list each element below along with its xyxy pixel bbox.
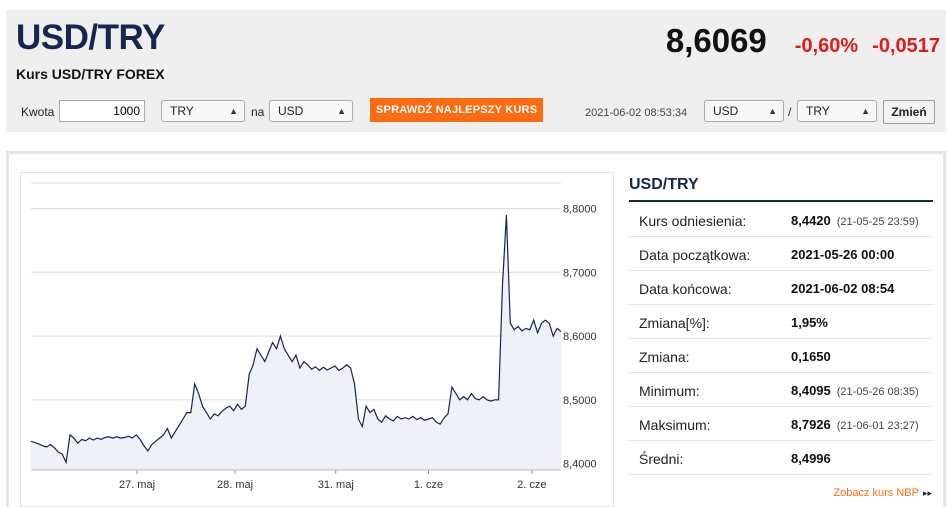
stats-value: 0,1650	[791, 349, 831, 364]
x-tick-label: 2. cze	[517, 479, 546, 491]
from-currency-value: TRY	[170, 104, 194, 118]
x-tick-label: 1. cze	[414, 479, 443, 491]
y-tick-label: 8,5000	[563, 395, 597, 407]
check-best-rate-button[interactable]: SPRAWDŹ NAJLEPSZY KURS	[370, 98, 544, 122]
stats-value-text: 0,1650	[791, 349, 831, 364]
quote-header: USD/TRY Kurs USD/TRY FOREX 8,6069 -0,60%…	[6, 10, 946, 132]
stats-date: (21-05-25 23:59)	[836, 216, 919, 228]
double-arrow-icon: ▸▸	[922, 488, 932, 498]
stats-value: 8,4095 (21-05-26 08:35)	[791, 383, 919, 398]
pair-slash: /	[788, 105, 792, 119]
stats-date: (21-06-01 23:27)	[836, 420, 919, 432]
stats-label: Kurs odniesienia:	[639, 213, 747, 229]
stats-date: (21-05-26 08:35)	[836, 386, 919, 398]
to-currency-value: USD	[278, 104, 304, 118]
change-pair-button[interactable]: Zmień	[883, 100, 935, 124]
stats-row: Data początkowa: 2021-05-26 00:00	[629, 237, 933, 271]
currency-converter: Kwota TRY ▲ na USD ▲ SPRAWDŹ NAJLEPSZY K…	[6, 94, 946, 132]
amount-input[interactable]	[59, 100, 145, 122]
stats-label: Maksimum:	[639, 417, 711, 433]
quote-timestamp: 2021-06-02 08:53:34	[585, 107, 688, 119]
stats-table: Kurs odniesienia: 8,4420 (21-05-25 23:59) D…	[629, 203, 933, 475]
select-arrows-icon: ▲	[768, 106, 777, 116]
current-price: 8,6069	[665, 22, 767, 59]
page-title: USD/TRY	[16, 18, 165, 57]
stats-value-text: 8,4996	[791, 451, 831, 466]
stats-row: Zmiana[%]: 1,95%	[629, 305, 933, 339]
x-tick-label: 28. maj	[217, 479, 253, 491]
stats-row: Maksimum: 8,7926 (21-06-01 23:27)	[629, 407, 933, 441]
y-tick-label: 8,6000	[563, 331, 597, 343]
stats-value: 2021-05-26 00:00	[791, 247, 894, 262]
stats-value: 8,4420 (21-05-25 23:59)	[791, 213, 919, 228]
select-arrows-icon: ▲	[229, 106, 238, 116]
to-currency-select[interactable]: USD ▲	[269, 100, 353, 122]
stats-title: USD/TRY	[629, 176, 699, 193]
series-line	[30, 214, 562, 465]
stats-row: Zmiana: 0,1650	[629, 339, 933, 373]
x-tick-label: 31. maj	[318, 479, 354, 491]
y-tick-label: 8,8000	[563, 204, 597, 216]
stats-value-text: 2021-05-26 00:00	[791, 247, 895, 262]
nbp-rate-link[interactable]: Zobacz kurs NBP ▸▸	[833, 487, 932, 499]
y-tick-label: 8,7000	[563, 267, 597, 279]
pair-base-select[interactable]: USD ▲	[704, 100, 784, 122]
stats-value: 8,4996	[791, 451, 831, 466]
from-currency-select[interactable]: TRY ▲	[161, 100, 245, 122]
select-arrows-icon: ▲	[337, 106, 346, 116]
pair-base-value: USD	[713, 104, 739, 118]
y-tick-label: 8,4000	[563, 459, 597, 471]
stats-divider	[629, 200, 933, 202]
price-chart[interactable]: 8,4000 8,5000 8,6000 8,7000 8,8000 27. maj 28.…	[20, 172, 614, 507]
stats-row: Minimum: 8,4095 (21-05-26 08:35)	[629, 373, 933, 407]
content-panel	[6, 151, 946, 507]
amount-label: Kwota	[21, 105, 55, 119]
stats-value: 2021-06-02 08:54	[791, 281, 894, 296]
change-percent: -0,60%	[794, 35, 859, 57]
stats-value-text: 8,4420	[791, 213, 831, 228]
stats-label: Średni:	[639, 451, 684, 467]
stats-row: Średni: 8,4996	[629, 441, 933, 475]
price-box: 8,6069 -0,60% -0,0517	[666, 22, 940, 60]
pair-quote-select[interactable]: TRY ▲	[797, 100, 877, 122]
stats-value-text: 8,7926	[791, 417, 831, 432]
stats-value-text: 2021-06-02 08:54	[791, 281, 895, 296]
chart-svg: 8,4000 8,5000 8,6000 8,7000 8,8000 27. maj 28.…	[30, 182, 597, 491]
select-arrows-icon: ▲	[861, 106, 870, 116]
stats-row: Kurs odniesienia: 8,4420 (21-05-25 23:59)	[629, 203, 933, 237]
change-absolute: -0,0517	[872, 35, 940, 57]
na-label: na	[251, 105, 265, 119]
stats-row: Data końcowa: 2021-06-02 08:54	[629, 271, 933, 305]
stats-value-text: 8,4095	[791, 383, 831, 398]
stats-label: Zmiana[%]:	[639, 315, 710, 331]
stats-label: Minimum:	[639, 383, 700, 399]
stats-value-text: 1,95%	[791, 315, 828, 330]
stats-label: Zmiana:	[639, 349, 690, 365]
stats-value: 8,7926 (21-06-01 23:27)	[791, 417, 919, 432]
pair-quote-value: TRY	[806, 104, 830, 118]
stats-label: Data początkowa:	[639, 247, 751, 263]
stats-label: Data końcowa:	[639, 281, 732, 297]
page-subtitle: Kurs USD/TRY FOREX	[16, 66, 165, 82]
nbp-link-label: Zobacz kurs NBP	[833, 487, 919, 499]
series-area	[31, 214, 561, 470]
x-tick-label: 27. maj	[119, 479, 155, 491]
stats-value: 1,95%	[791, 315, 828, 330]
